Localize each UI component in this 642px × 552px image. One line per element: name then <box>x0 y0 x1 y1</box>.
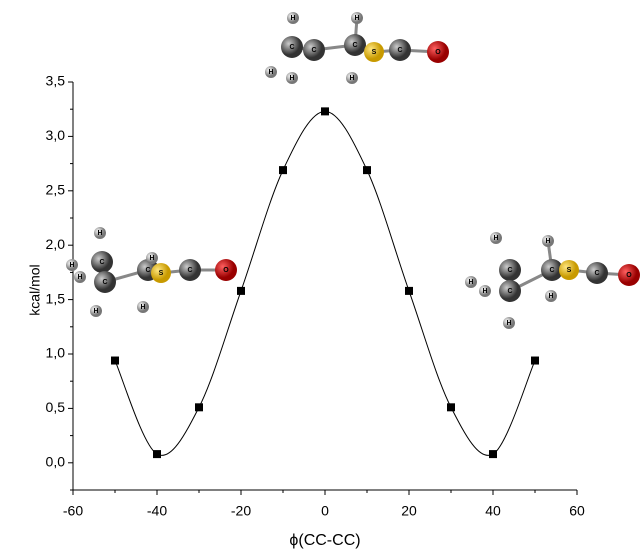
atom-label: C <box>397 47 402 54</box>
atom-label: C <box>507 267 512 274</box>
atom-label: H <box>506 320 511 327</box>
atom-label: H <box>97 230 102 237</box>
atom-label: C <box>187 267 192 274</box>
point <box>531 357 539 365</box>
atom-label: H <box>93 308 98 315</box>
chart: kcal/mol ϕ(CC-CC) 0,0 0,5 1,0 1,5 2,0 2,5 3,0 3… <box>0 0 642 552</box>
atom-label: H <box>493 235 498 242</box>
x-tick-label: 0 <box>321 503 329 519</box>
point <box>489 450 497 458</box>
atom-label: C <box>507 288 512 295</box>
atom-label: C <box>99 259 104 266</box>
y-tick-label: 1,0 <box>46 345 66 361</box>
y-tick-label: 3,5 <box>46 73 66 89</box>
molecule: H H H C C C H H S C O <box>265 12 449 84</box>
atom-label: H <box>268 69 273 76</box>
atom-label: C <box>102 279 107 286</box>
atom-label: S <box>567 267 572 274</box>
atom-label: H <box>468 279 473 286</box>
point <box>153 450 161 458</box>
x-tick-label: -20 <box>231 503 251 519</box>
atom-label: C <box>549 267 554 274</box>
atom-label: C <box>289 44 294 51</box>
y-tick-label: 2,5 <box>46 182 66 198</box>
x-tick-label: 40 <box>485 503 501 519</box>
x-tick-label: 60 <box>569 503 585 519</box>
point <box>237 287 245 295</box>
atom-label: H <box>77 274 82 281</box>
y-tick-label: 3,0 <box>46 127 66 143</box>
point <box>111 357 119 365</box>
atom-label: H <box>548 293 553 300</box>
atom-label: S <box>372 49 377 56</box>
y-tick-label: 2,0 <box>46 236 66 252</box>
y-tick-label: 0,0 <box>46 454 66 470</box>
point <box>447 403 455 411</box>
atom-label: H <box>545 238 550 245</box>
atom-label: H <box>69 262 74 269</box>
atom-label: C <box>145 267 150 274</box>
y-axis-label: kcal/mol <box>27 264 43 315</box>
atom-label: C <box>352 42 357 49</box>
x-tick-label: -60 <box>63 503 83 519</box>
point <box>195 403 203 411</box>
atom-label: H <box>354 15 359 22</box>
atom-label: O <box>435 49 441 56</box>
atom-label: H <box>349 75 354 82</box>
atom-label: H <box>482 288 487 295</box>
atom-label: O <box>223 267 229 274</box>
molecule: H H H H C C C H H S C O <box>465 232 640 329</box>
atom-label: S <box>159 270 164 277</box>
atom-label: O <box>626 272 632 279</box>
y-tick-label: 0,5 <box>46 399 66 415</box>
atom-label: H <box>140 304 145 311</box>
atom-label: C <box>311 47 316 54</box>
x-tick-label: -40 <box>147 503 167 519</box>
atom-label: H <box>289 75 294 82</box>
point <box>279 166 287 174</box>
point <box>405 287 413 295</box>
atom-label: C <box>594 270 599 277</box>
x-axis-label: ϕ(CC-CC) <box>289 532 360 549</box>
x-tick-label: 20 <box>401 503 417 519</box>
point <box>321 107 329 115</box>
point <box>363 166 371 174</box>
atom-label: H <box>290 15 295 22</box>
atom-label: H <box>149 255 154 262</box>
y-tick-label: 1,5 <box>46 290 66 306</box>
